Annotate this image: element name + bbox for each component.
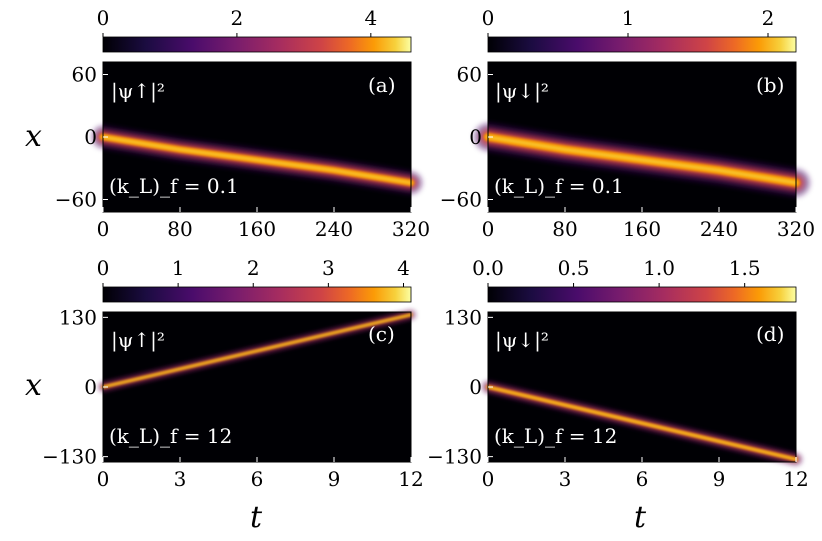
ylabel-a: x [25, 119, 42, 154]
y-tick-label-b: 0 [469, 125, 482, 149]
y-tick-label-a: 0 [84, 125, 97, 149]
x-tick-label-a: 80 [167, 217, 192, 241]
colorbar-d-tick-label: 1.5 [729, 256, 761, 280]
y-tick-label-d: 0 [469, 375, 482, 399]
x-tick-label-a: 320 [392, 217, 430, 241]
x-tick-label-b: 160 [623, 217, 661, 241]
y-tick-label-b: −60 [440, 188, 482, 212]
panel-letter-a: (a) [368, 73, 396, 97]
x-tick-label-c: 3 [174, 467, 187, 491]
x-tick-label-b: 320 [777, 217, 815, 241]
x-tick-label-b: 240 [700, 217, 738, 241]
x-tick-label-c: 9 [328, 467, 341, 491]
x-tick-label-b: 0 [482, 217, 495, 241]
colorbar-a-tick-label: 2 [231, 6, 244, 30]
xlabel-d: t [634, 500, 647, 535]
x-tick-label-c: 0 [97, 467, 110, 491]
x-tick-label-d: 6 [636, 467, 649, 491]
heatmap-c-beam [98, 310, 416, 392]
heatmap-d-background [488, 312, 796, 462]
colorbar-a-tick-label: 4 [364, 6, 377, 30]
y-tick-label-c: −130 [42, 445, 97, 469]
colorbar-c-tick-label: 2 [247, 256, 260, 280]
colorbar-d-tick-label: 1.0 [643, 256, 675, 280]
quantity-label-a: |ψ↑|² [111, 79, 165, 104]
x-tick-label-c: 12 [398, 467, 423, 491]
x-tick-label-a: 0 [97, 217, 110, 241]
colorbar-d-tick-label: 0.5 [558, 256, 590, 280]
panel-letter-d: (d) [756, 322, 784, 346]
quantity-label-c: |ψ↑|² [111, 328, 165, 353]
x-tick-label-a: 160 [238, 217, 276, 241]
colorbar-c-tick-label: 4 [397, 256, 410, 280]
x-tick-label-b: 80 [552, 217, 577, 241]
colorbar-a-bar [102, 36, 412, 53]
colorbar-d: 0.0 0.5 1.0 1.5 [472, 256, 797, 303]
heatmap-d-beam [482, 381, 802, 465]
panel-letter-c: (c) [368, 322, 395, 346]
panel-letter-b: (b) [756, 73, 784, 97]
x-tick-label-d: 9 [713, 467, 726, 491]
colorbar-c-bar [102, 286, 412, 303]
beam-d-peak [487, 386, 797, 461]
beam-c-peak [102, 313, 412, 388]
heatmap-b-beam [474, 123, 810, 197]
colorbar-b-tick-label: 2 [762, 6, 775, 30]
xlabel-c: t [250, 500, 263, 535]
y-tick-label-a: −60 [55, 188, 97, 212]
colorbar-a: 0 2 4 [97, 6, 412, 53]
colorbar-c: 0 1 2 3 4 [97, 256, 412, 303]
ylabel-c: x [25, 368, 42, 403]
colorbar-c-tick-label: 1 [172, 256, 185, 280]
x-tick-label-d: 0 [482, 467, 495, 491]
x-tick-label-a: 240 [315, 217, 353, 241]
colorbar-b-tick-label: 1 [622, 6, 635, 30]
beam-a-peak [101, 135, 413, 185]
y-tick-label-b: 60 [457, 63, 482, 87]
annotation-b: (k_L)_f = 0.1 [494, 174, 624, 198]
heatmap-c-background [103, 312, 411, 462]
colorbar-c-tick-label: 3 [322, 256, 335, 280]
y-tick-label-a: 60 [72, 63, 97, 87]
x-tick-label-d: 3 [559, 467, 572, 491]
y-tick-label-d: 130 [444, 305, 482, 329]
y-tick-label-d: −130 [427, 445, 482, 469]
beam-b-peak [486, 135, 798, 185]
heatmap-a-beam [92, 126, 422, 194]
colorbar-b-tick-label: 0 [482, 6, 495, 30]
quantity-label-b: |ψ↓|² [495, 79, 549, 104]
colorbar-d-bar [487, 286, 797, 303]
y-tick-label-c: 0 [84, 375, 97, 399]
colorbar-b: 0 1 2 [482, 6, 797, 53]
x-tick-label-c: 6 [251, 467, 264, 491]
colorbar-c-tick-label: 0 [97, 256, 110, 280]
colorbar-d-tick-label: 0.0 [472, 256, 504, 280]
colorbar-a-tick-label: 0 [97, 6, 110, 30]
colorbar-b-bar [487, 36, 797, 53]
annotation-d: (k_L)_f = 12 [494, 424, 617, 448]
x-tick-label-d: 12 [783, 467, 808, 491]
quantity-label-d: |ψ↓|² [495, 328, 549, 353]
y-tick-label-c: 130 [59, 305, 97, 329]
annotation-c: (k_L)_f = 12 [109, 424, 232, 448]
annotation-a: (k_L)_f = 0.1 [109, 174, 239, 198]
